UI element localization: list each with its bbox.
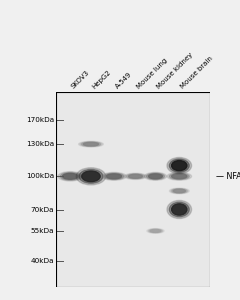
Ellipse shape: [149, 229, 162, 233]
Ellipse shape: [169, 159, 189, 172]
Ellipse shape: [126, 174, 144, 179]
Ellipse shape: [79, 169, 103, 183]
Text: Mouse lung: Mouse lung: [136, 57, 168, 90]
Ellipse shape: [172, 160, 187, 171]
Ellipse shape: [60, 172, 80, 180]
Ellipse shape: [167, 200, 192, 218]
Ellipse shape: [169, 202, 189, 217]
Ellipse shape: [171, 189, 187, 193]
Ellipse shape: [58, 172, 83, 181]
Ellipse shape: [102, 172, 126, 180]
Ellipse shape: [81, 142, 101, 146]
Text: — NFATC4: — NFATC4: [216, 172, 240, 181]
Text: 55kDa: 55kDa: [30, 228, 54, 234]
Ellipse shape: [173, 189, 186, 193]
Text: Mouse brain: Mouse brain: [179, 56, 214, 90]
Ellipse shape: [169, 173, 189, 179]
Ellipse shape: [167, 158, 192, 174]
Ellipse shape: [144, 172, 167, 180]
Ellipse shape: [167, 172, 192, 180]
Ellipse shape: [149, 174, 162, 179]
Text: SKOV3: SKOV3: [70, 70, 91, 90]
Text: 170kDa: 170kDa: [26, 117, 54, 123]
Text: HepG2: HepG2: [91, 69, 112, 90]
Ellipse shape: [63, 173, 78, 179]
Ellipse shape: [79, 141, 103, 147]
Ellipse shape: [106, 174, 122, 179]
Text: 130kDa: 130kDa: [26, 141, 54, 147]
Ellipse shape: [172, 204, 187, 215]
Ellipse shape: [125, 173, 147, 179]
Text: Mouse kidney: Mouse kidney: [156, 52, 194, 90]
Ellipse shape: [169, 188, 189, 194]
Text: 100kDa: 100kDa: [26, 173, 54, 179]
Text: 40kDa: 40kDa: [30, 258, 54, 264]
Ellipse shape: [172, 174, 187, 179]
Ellipse shape: [150, 230, 161, 232]
Ellipse shape: [83, 142, 99, 146]
Ellipse shape: [146, 173, 164, 179]
Ellipse shape: [76, 168, 106, 185]
Ellipse shape: [82, 171, 100, 182]
Text: 70kDa: 70kDa: [30, 208, 54, 214]
Text: A-549: A-549: [114, 71, 133, 90]
Ellipse shape: [104, 173, 124, 179]
Ellipse shape: [129, 174, 142, 178]
Ellipse shape: [147, 229, 164, 233]
